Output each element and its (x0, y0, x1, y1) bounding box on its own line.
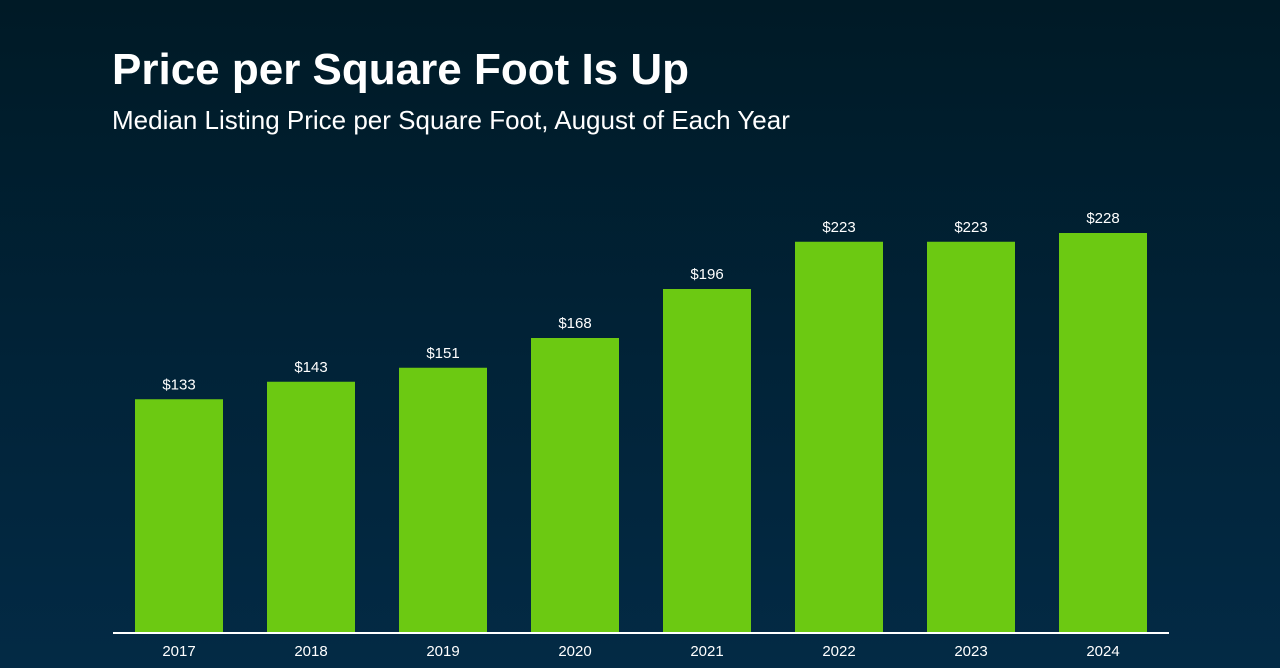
bar-2021 (663, 289, 751, 632)
x-tick-label-2019: 2019 (426, 643, 459, 660)
x-tick-label-2018: 2018 (294, 643, 327, 660)
value-label-2021: $196 (690, 266, 723, 283)
bar-2017 (135, 399, 223, 632)
value-label-2019: $151 (426, 345, 459, 362)
bar-2019 (399, 367, 487, 632)
value-label-2018: $143 (294, 359, 327, 376)
chart-title: Price per Square Foot Is Up (112, 45, 690, 94)
x-tick-label-2023: 2023 (954, 643, 987, 660)
value-labels-group: $133 $143 $151 $168 $196 $223 $223 $228 (162, 210, 1119, 393)
value-label-2020: $168 (558, 315, 591, 332)
bar-2024 (1059, 233, 1147, 632)
value-label-2017: $133 (162, 376, 195, 393)
chart-subtitle: Median Listing Price per Square Foot, Au… (112, 105, 790, 135)
tick-labels-group: 2017 2018 2019 2020 2021 2022 2023 2024 (162, 643, 1119, 660)
value-label-2024: $228 (1086, 210, 1119, 227)
x-tick-label-2021: 2021 (690, 643, 723, 660)
bar-2022 (795, 241, 883, 632)
bar-2020 (531, 338, 619, 632)
value-label-2022: $223 (822, 219, 855, 236)
bar-2023 (927, 241, 1015, 632)
x-tick-label-2020: 2020 (558, 643, 591, 660)
x-tick-label-2024: 2024 (1086, 643, 1119, 660)
bar-2018 (267, 381, 355, 632)
x-tick-label-2017: 2017 (162, 643, 195, 660)
x-tick-label-2022: 2022 (822, 643, 855, 660)
bars-group (135, 233, 1147, 632)
value-label-2023: $223 (954, 219, 987, 236)
